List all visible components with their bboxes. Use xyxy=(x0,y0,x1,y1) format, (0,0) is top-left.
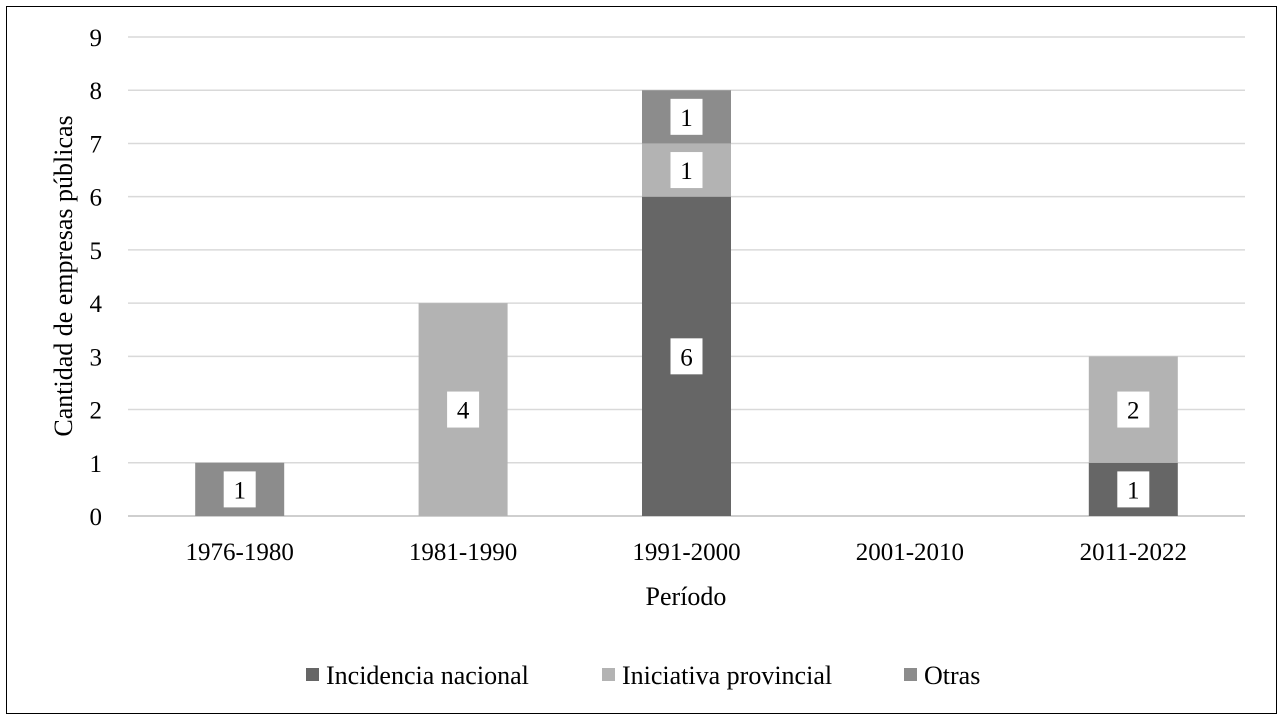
data-label-box xyxy=(1117,391,1150,428)
data-label: 1 xyxy=(1127,477,1140,504)
x-tick-label: 1976-1980 xyxy=(186,539,294,566)
data-label-box xyxy=(670,338,703,375)
y-tick-label: 5 xyxy=(90,238,103,265)
x-tick-label: 2001-2010 xyxy=(856,539,964,566)
y-tick-label: 0 xyxy=(90,504,103,531)
x-tick-label: 1991-2000 xyxy=(632,539,740,566)
data-label-box xyxy=(223,471,256,508)
data-label: 1 xyxy=(233,477,246,504)
y-tick-label: 3 xyxy=(90,344,103,371)
data-label: 1 xyxy=(680,158,693,185)
legend-swatch xyxy=(904,668,917,681)
data-label-box xyxy=(1117,471,1150,508)
data-label: 6 xyxy=(680,344,693,371)
y-tick-label: 4 xyxy=(90,291,103,318)
data-label-box xyxy=(447,391,480,428)
legend-label: Iniciativa provincial xyxy=(622,661,832,690)
y-axis-ticks: 0 1 2 3 4 5 6 7 8 9 xyxy=(90,25,103,531)
legend-label: Otras xyxy=(924,661,980,690)
data-label: 1 xyxy=(680,105,693,132)
data-label: 2 xyxy=(1127,398,1140,425)
data-labels: 1 4 6 1 1 1 2 xyxy=(223,98,1150,508)
y-tick-label: 9 xyxy=(90,25,103,52)
y-tick-label: 1 xyxy=(90,451,103,478)
legend-label: Incidencia nacional xyxy=(326,661,529,690)
x-tick-label: 2011-2022 xyxy=(1080,539,1187,566)
legend-swatch xyxy=(602,668,615,681)
legend-swatch xyxy=(306,668,319,681)
x-axis-title: Período xyxy=(646,582,727,611)
data-label: 4 xyxy=(457,398,470,425)
chart-frame xyxy=(6,6,1277,714)
y-tick-label: 7 xyxy=(90,131,103,158)
y-axis-title: Cantidad de empresas públicas xyxy=(49,115,78,436)
y-tick-label: 8 xyxy=(90,78,103,105)
x-axis-ticks: 1976-1980 1981-1990 1991-2000 2001-2010 2011… xyxy=(186,539,1187,566)
y-tick-label: 6 xyxy=(90,185,103,212)
y-tick-label: 2 xyxy=(90,398,103,425)
data-label-box xyxy=(670,98,703,135)
x-tick-label: 1981-1990 xyxy=(409,539,517,566)
legend: Incidencia nacional Iniciativa provincial… xyxy=(306,661,980,690)
data-label-box xyxy=(670,152,703,189)
